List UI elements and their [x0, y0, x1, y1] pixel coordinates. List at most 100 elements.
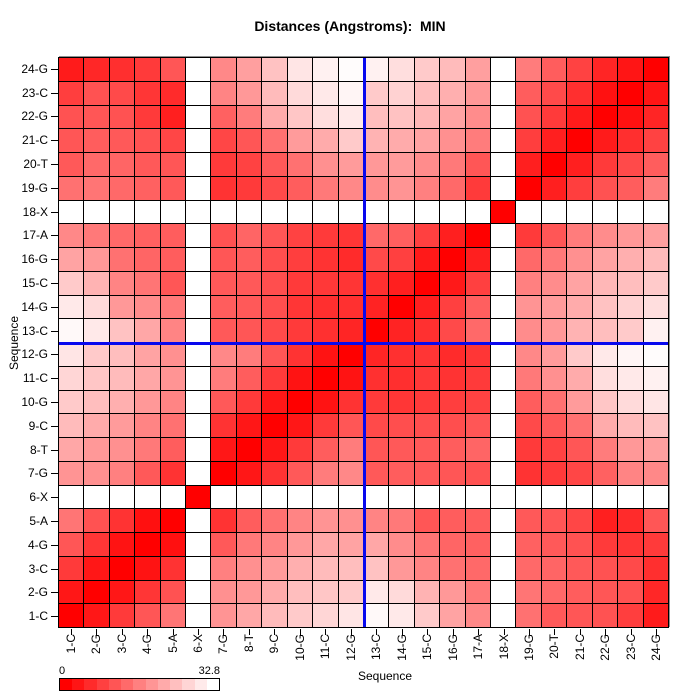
heatmap-cell[interactable]	[541, 129, 567, 152]
heatmap-cell[interactable]	[338, 153, 363, 176]
heatmap-cell[interactable]	[465, 461, 491, 485]
heatmap-cell[interactable]	[389, 580, 414, 604]
heatmap-cell[interactable]	[643, 200, 668, 224]
heatmap-cell[interactable]	[313, 271, 338, 295]
heatmap-cell[interactable]	[440, 129, 465, 152]
heatmap-cell[interactable]	[592, 295, 618, 319]
heatmap-cell[interactable]	[389, 248, 414, 271]
heatmap-cell[interactable]	[160, 319, 186, 342]
heatmap-cell[interactable]	[516, 366, 541, 390]
heatmap-cell[interactable]	[491, 129, 516, 152]
heatmap-cell[interactable]	[592, 224, 618, 247]
heatmap-cell[interactable]	[414, 438, 440, 461]
heatmap-cell[interactable]	[160, 438, 186, 461]
heatmap-cell[interactable]	[59, 176, 84, 200]
heatmap-cell[interactable]	[618, 105, 643, 129]
heatmap-cell[interactable]	[643, 580, 668, 604]
heatmap-cell[interactable]	[109, 271, 135, 295]
heatmap-cell[interactable]	[643, 343, 668, 366]
heatmap-cell[interactable]	[262, 485, 287, 509]
heatmap-cell[interactable]	[84, 580, 109, 604]
heatmap-cell[interactable]	[465, 105, 491, 129]
heatmap-cell[interactable]	[338, 224, 363, 247]
heatmap-cell[interactable]	[643, 319, 668, 342]
heatmap-cell[interactable]	[592, 248, 618, 271]
heatmap-cell[interactable]	[414, 533, 440, 556]
heatmap-cell[interactable]	[186, 129, 211, 152]
heatmap-cell[interactable]	[109, 461, 135, 485]
heatmap-cell[interactable]	[541, 556, 567, 580]
heatmap-cell[interactable]	[211, 271, 236, 295]
heatmap-cell[interactable]	[135, 414, 160, 437]
heatmap-cell[interactable]	[338, 580, 363, 604]
heatmap-cell[interactable]	[109, 580, 135, 604]
heatmap-cell[interactable]	[414, 58, 440, 81]
heatmap-cell[interactable]	[643, 461, 668, 485]
heatmap-cell[interactable]	[262, 271, 287, 295]
heatmap-cell[interactable]	[287, 81, 313, 105]
heatmap-cell[interactable]	[186, 461, 211, 485]
heatmap-cell[interactable]	[541, 390, 567, 414]
heatmap-cell[interactable]	[363, 461, 389, 485]
heatmap-cell[interactable]	[59, 485, 84, 509]
heatmap-cell[interactable]	[414, 129, 440, 152]
heatmap-cell[interactable]	[465, 58, 491, 81]
heatmap-cell[interactable]	[363, 556, 389, 580]
heatmap-cell[interactable]	[338, 343, 363, 366]
heatmap-cell[interactable]	[338, 319, 363, 342]
heatmap-cell[interactable]	[516, 200, 541, 224]
heatmap-cell[interactable]	[414, 604, 440, 627]
heatmap-cell[interactable]	[465, 295, 491, 319]
heatmap-cell[interactable]	[643, 271, 668, 295]
heatmap-cell[interactable]	[262, 533, 287, 556]
heatmap-cell[interactable]	[592, 414, 618, 437]
heatmap-cell[interactable]	[109, 200, 135, 224]
heatmap-cell[interactable]	[135, 248, 160, 271]
heatmap-cell[interactable]	[135, 176, 160, 200]
heatmap-cell[interactable]	[287, 153, 313, 176]
heatmap-cell[interactable]	[338, 129, 363, 152]
heatmap-cell[interactable]	[135, 485, 160, 509]
heatmap-cell[interactable]	[567, 319, 592, 342]
heatmap-cell[interactable]	[160, 129, 186, 152]
heatmap-cell[interactable]	[643, 556, 668, 580]
heatmap-cell[interactable]	[592, 58, 618, 81]
heatmap-cell[interactable]	[236, 604, 262, 627]
heatmap-cell[interactable]	[84, 105, 109, 129]
heatmap-cell[interactable]	[160, 271, 186, 295]
heatmap-cell[interactable]	[414, 556, 440, 580]
heatmap-cell[interactable]	[389, 58, 414, 81]
heatmap-cell[interactable]	[160, 604, 186, 627]
heatmap-cell[interactable]	[84, 533, 109, 556]
heatmap-cell[interactable]	[287, 319, 313, 342]
heatmap-cell[interactable]	[84, 200, 109, 224]
heatmap-cell[interactable]	[186, 224, 211, 247]
heatmap-cell[interactable]	[414, 200, 440, 224]
heatmap-cell[interactable]	[135, 319, 160, 342]
heatmap-cell[interactable]	[313, 319, 338, 342]
heatmap-cell[interactable]	[592, 271, 618, 295]
heatmap-cell[interactable]	[491, 343, 516, 366]
heatmap-cell[interactable]	[389, 485, 414, 509]
heatmap-cell[interactable]	[491, 604, 516, 627]
heatmap-cell[interactable]	[465, 129, 491, 152]
heatmap-cell[interactable]	[465, 224, 491, 247]
heatmap-cell[interactable]	[262, 176, 287, 200]
heatmap-cell[interactable]	[643, 390, 668, 414]
heatmap-cell[interactable]	[313, 556, 338, 580]
heatmap-cell[interactable]	[618, 438, 643, 461]
heatmap-cell[interactable]	[313, 533, 338, 556]
heatmap-cell[interactable]	[414, 509, 440, 532]
heatmap-cell[interactable]	[389, 390, 414, 414]
heatmap-cell[interactable]	[135, 509, 160, 532]
heatmap-cell[interactable]	[236, 461, 262, 485]
heatmap-cell[interactable]	[414, 319, 440, 342]
heatmap-cell[interactable]	[338, 81, 363, 105]
heatmap-cell[interactable]	[516, 556, 541, 580]
heatmap-cell[interactable]	[618, 366, 643, 390]
heatmap-cell[interactable]	[541, 438, 567, 461]
heatmap-cell[interactable]	[236, 390, 262, 414]
heatmap-cell[interactable]	[313, 200, 338, 224]
heatmap-cell[interactable]	[465, 580, 491, 604]
heatmap-cell[interactable]	[236, 129, 262, 152]
